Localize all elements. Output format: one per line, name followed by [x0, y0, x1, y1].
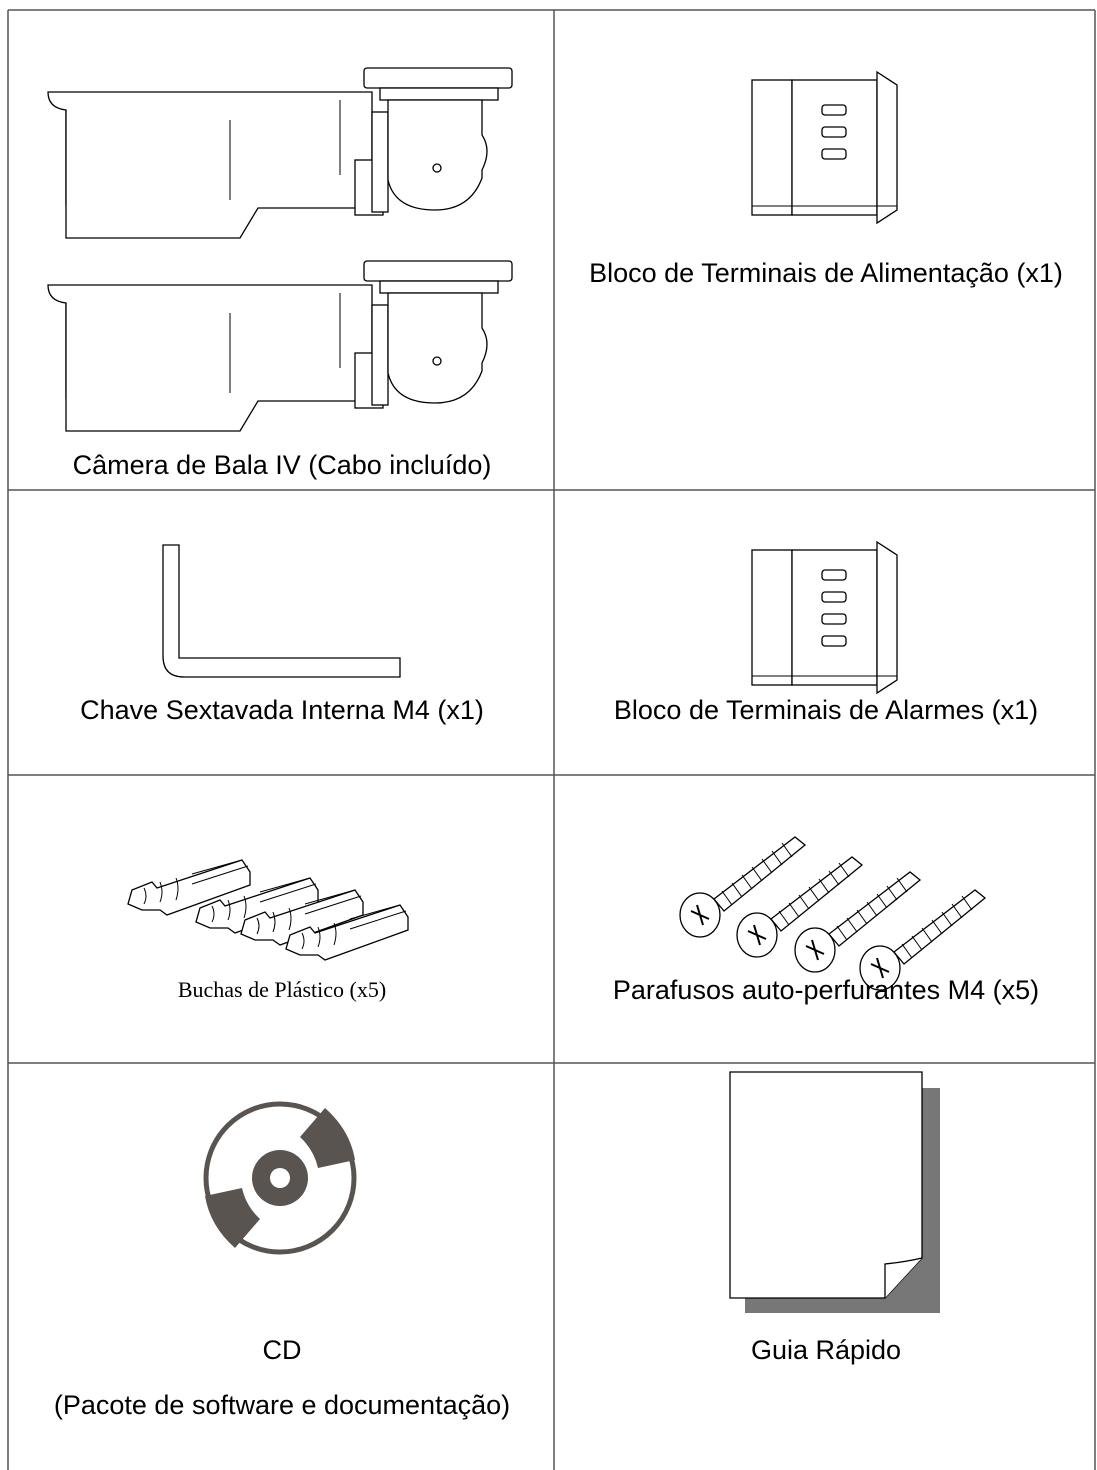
cell-label: Buchas de Plástico (x5): [178, 977, 386, 1002]
screws: [679, 836, 986, 991]
cell-label: Chave Sextavada Interna M4 (x1): [80, 695, 484, 725]
cell-label: Câmera de Bala IV (Cabo incluído): [73, 450, 492, 480]
power-terminal-block: [751, 71, 898, 224]
cell-label: Bloco de Terminais de Alimentação (x1): [589, 258, 1063, 288]
cell-label: Parafusos auto-perfurantes M4 (x5): [613, 975, 1039, 1005]
camera-illustration: [47, 67, 513, 432]
cell-label: Guia Rápido: [751, 1335, 901, 1365]
plastic-anchors: [127, 859, 409, 961]
guide-icon: [729, 1071, 940, 1313]
cell-label: (Pacote de software e documentação): [54, 1390, 510, 1420]
alarm-terminal-block: [751, 541, 898, 694]
cell-label: CD: [263, 1335, 302, 1365]
table-grid: [7, 9, 1096, 1470]
cd-icon: [203, 1101, 357, 1255]
cell-label: Bloco de Terminais de Alarmes (x1): [614, 695, 1038, 725]
hex-key: [162, 544, 401, 678]
